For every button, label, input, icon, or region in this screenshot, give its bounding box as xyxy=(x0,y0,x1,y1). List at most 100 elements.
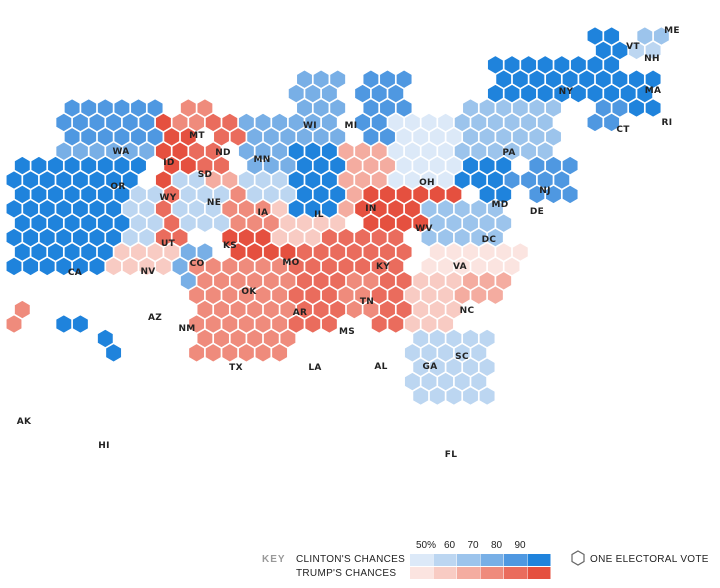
electoral-vote-hex xyxy=(611,40,629,61)
state-ct xyxy=(586,98,629,133)
electoral-vote-hex xyxy=(354,141,371,161)
electoral-vote-hex xyxy=(13,155,31,176)
state-wi xyxy=(287,69,347,147)
electoral-vote-hex xyxy=(536,141,554,161)
electoral-vote-hex xyxy=(445,299,463,320)
electoral-vote-hex xyxy=(370,170,388,190)
key-tick-label: 50% xyxy=(416,540,436,551)
electoral-vote-hex xyxy=(470,170,488,190)
electoral-vote-hex xyxy=(229,184,247,205)
electoral-vote-hex xyxy=(63,155,81,176)
electoral-vote-hex xyxy=(80,155,98,176)
electoral-vote-hex xyxy=(420,371,438,392)
state-ri xyxy=(628,98,662,118)
electoral-vote-hex xyxy=(470,371,488,392)
electoral-vote-hex xyxy=(354,112,371,133)
electoral-vote-hex xyxy=(362,184,380,205)
electoral-vote-hex xyxy=(155,170,172,190)
key-swatch-clinton xyxy=(504,554,527,566)
electoral-vote-hex xyxy=(354,170,371,190)
electoral-vote-hex xyxy=(279,184,297,205)
electoral-vote-hex xyxy=(528,155,546,176)
electoral-vote-hex xyxy=(96,328,114,349)
state-ne xyxy=(204,170,239,190)
electoral-vote-hex xyxy=(379,69,396,89)
electoral-vote-hex xyxy=(379,127,396,147)
electoral-vote-hex xyxy=(437,141,454,161)
electoral-vote-hex xyxy=(478,242,496,262)
electoral-vote-hex xyxy=(105,256,122,277)
electoral-vote-hex xyxy=(570,83,587,104)
electoral-vote-hex xyxy=(528,69,546,89)
electoral-vote-hex xyxy=(428,184,446,205)
electoral-vote-hex xyxy=(88,227,106,248)
electoral-vote-hex xyxy=(478,127,496,147)
electoral-vote-hex xyxy=(628,40,645,61)
electoral-vote-hex xyxy=(296,127,313,147)
electoral-vote-hex xyxy=(155,256,172,277)
electoral-vote-hex xyxy=(304,141,322,161)
electoral-vote-hex xyxy=(229,299,247,320)
electoral-vote-hex xyxy=(271,314,288,334)
state-ms xyxy=(337,271,380,320)
electoral-vote-hex xyxy=(528,184,546,205)
electoral-vote-hex xyxy=(478,357,496,377)
electoral-vote-hex xyxy=(312,213,330,233)
electoral-vote-hex xyxy=(138,256,156,277)
electoral-vote-hex xyxy=(437,371,454,392)
electoral-vote-hex xyxy=(204,314,222,334)
electoral-vote-hex xyxy=(370,141,388,161)
electoral-vote-hex xyxy=(511,98,529,118)
electoral-vote-hex xyxy=(254,199,272,219)
state-label-ak: AK xyxy=(17,417,32,427)
electoral-vote-hex xyxy=(545,69,562,89)
electoral-vote-hex xyxy=(470,227,488,248)
electoral-vote-hex xyxy=(262,299,280,320)
electoral-vote-hex xyxy=(528,98,546,118)
state-ky xyxy=(354,184,430,233)
state-label-oh: OH xyxy=(419,178,435,188)
electoral-vote-hex xyxy=(254,343,272,363)
electoral-vote-hex xyxy=(437,285,454,305)
electoral-vote-hex xyxy=(113,98,131,118)
electoral-vote-hex xyxy=(238,170,255,190)
electoral-vote-hex xyxy=(462,386,479,406)
electoral-vote-hex xyxy=(279,242,297,262)
electoral-vote-hex xyxy=(362,155,380,176)
electoral-vote-hex xyxy=(412,357,430,377)
electoral-vote-hex xyxy=(171,227,189,248)
electoral-vote-hex xyxy=(345,271,363,291)
state-label-ny: NY xyxy=(559,87,574,97)
electoral-vote-hex xyxy=(354,285,371,305)
electoral-vote-hex xyxy=(72,314,89,334)
electoral-vote-hex xyxy=(337,256,355,277)
electoral-vote-hex xyxy=(80,213,98,233)
state-label-nc: NC xyxy=(460,306,475,316)
electoral-vote-hex xyxy=(329,184,347,205)
electoral-vote-hex xyxy=(188,314,205,334)
electoral-vote-hex xyxy=(370,199,388,219)
electoral-vote-hex xyxy=(329,98,347,118)
electoral-vote-hex xyxy=(437,227,454,248)
electoral-vote-hex xyxy=(503,141,521,161)
state-label-nm: NM xyxy=(178,324,195,334)
electoral-vote-hex xyxy=(511,127,529,147)
electoral-vote-hex xyxy=(520,83,537,104)
electoral-vote-hex xyxy=(262,271,280,291)
state-label-vt: VT xyxy=(626,42,640,52)
electoral-vote-hex xyxy=(22,256,39,277)
state-de xyxy=(503,170,537,190)
electoral-vote-hex xyxy=(345,184,363,205)
electoral-vote-hex xyxy=(196,242,214,262)
electoral-vote-hex xyxy=(412,213,430,233)
electoral-vote-hex xyxy=(163,184,181,205)
electoral-vote-hex xyxy=(113,184,131,205)
electoral-vote-hex xyxy=(271,285,288,305)
electoral-vote-hex xyxy=(238,343,255,363)
electoral-vote-hex xyxy=(121,112,139,133)
electoral-vote-hex xyxy=(511,242,529,262)
electoral-vote-hex xyxy=(329,299,347,320)
state-al xyxy=(370,271,413,334)
state-nh xyxy=(628,40,662,61)
electoral-vote-hex xyxy=(96,213,114,233)
